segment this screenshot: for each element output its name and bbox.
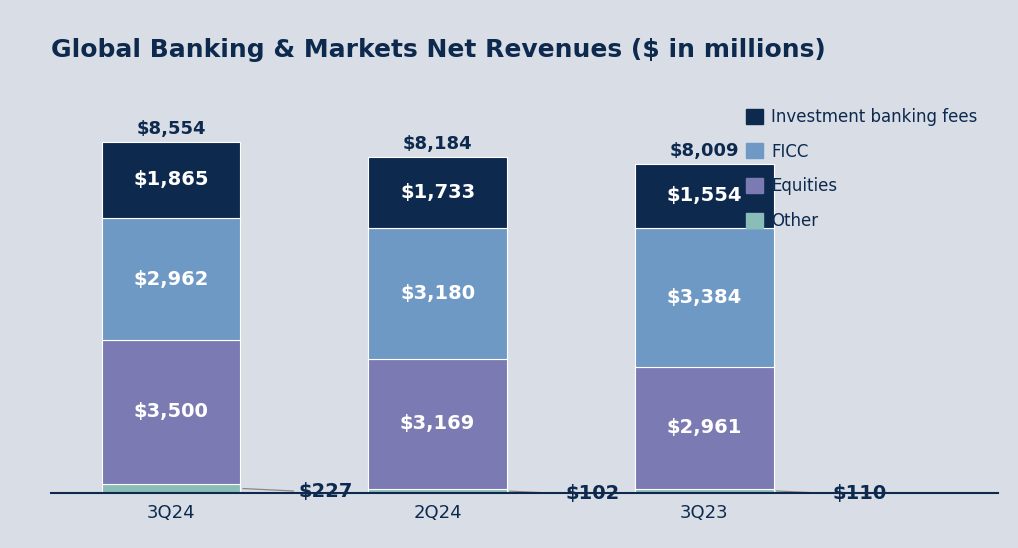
Text: $3,180: $3,180: [400, 284, 475, 303]
Text: Global Banking & Markets Net Revenues ($ in millions): Global Banking & Markets Net Revenues ($…: [51, 38, 826, 62]
Text: $1,554: $1,554: [667, 186, 742, 206]
Bar: [102, 141, 240, 218]
Text: $2,962: $2,962: [133, 270, 209, 289]
Bar: [102, 340, 240, 484]
Text: $8,554: $8,554: [136, 119, 206, 138]
Text: $3,169: $3,169: [400, 414, 475, 433]
Legend: Investment banking fees, FICC, Equities, Other: Investment banking fees, FICC, Equities,…: [741, 103, 982, 235]
Bar: [369, 228, 507, 359]
Bar: [635, 367, 774, 489]
Text: $2,961: $2,961: [667, 418, 742, 437]
Text: $3,500: $3,500: [133, 402, 209, 421]
Text: $1,865: $1,865: [133, 170, 209, 190]
Text: $1,733: $1,733: [400, 183, 475, 202]
Bar: [369, 157, 507, 228]
Bar: [369, 489, 507, 493]
Text: $3,384: $3,384: [667, 288, 742, 307]
Text: $102: $102: [566, 484, 620, 503]
Bar: [635, 489, 774, 493]
Text: $8,184: $8,184: [403, 135, 472, 153]
Bar: [635, 164, 774, 228]
Bar: [369, 359, 507, 489]
Text: $227: $227: [299, 482, 353, 500]
Bar: [102, 484, 240, 493]
Bar: [635, 228, 774, 367]
Text: $8,009: $8,009: [670, 142, 739, 160]
Bar: [102, 218, 240, 340]
Text: $110: $110: [833, 484, 887, 503]
